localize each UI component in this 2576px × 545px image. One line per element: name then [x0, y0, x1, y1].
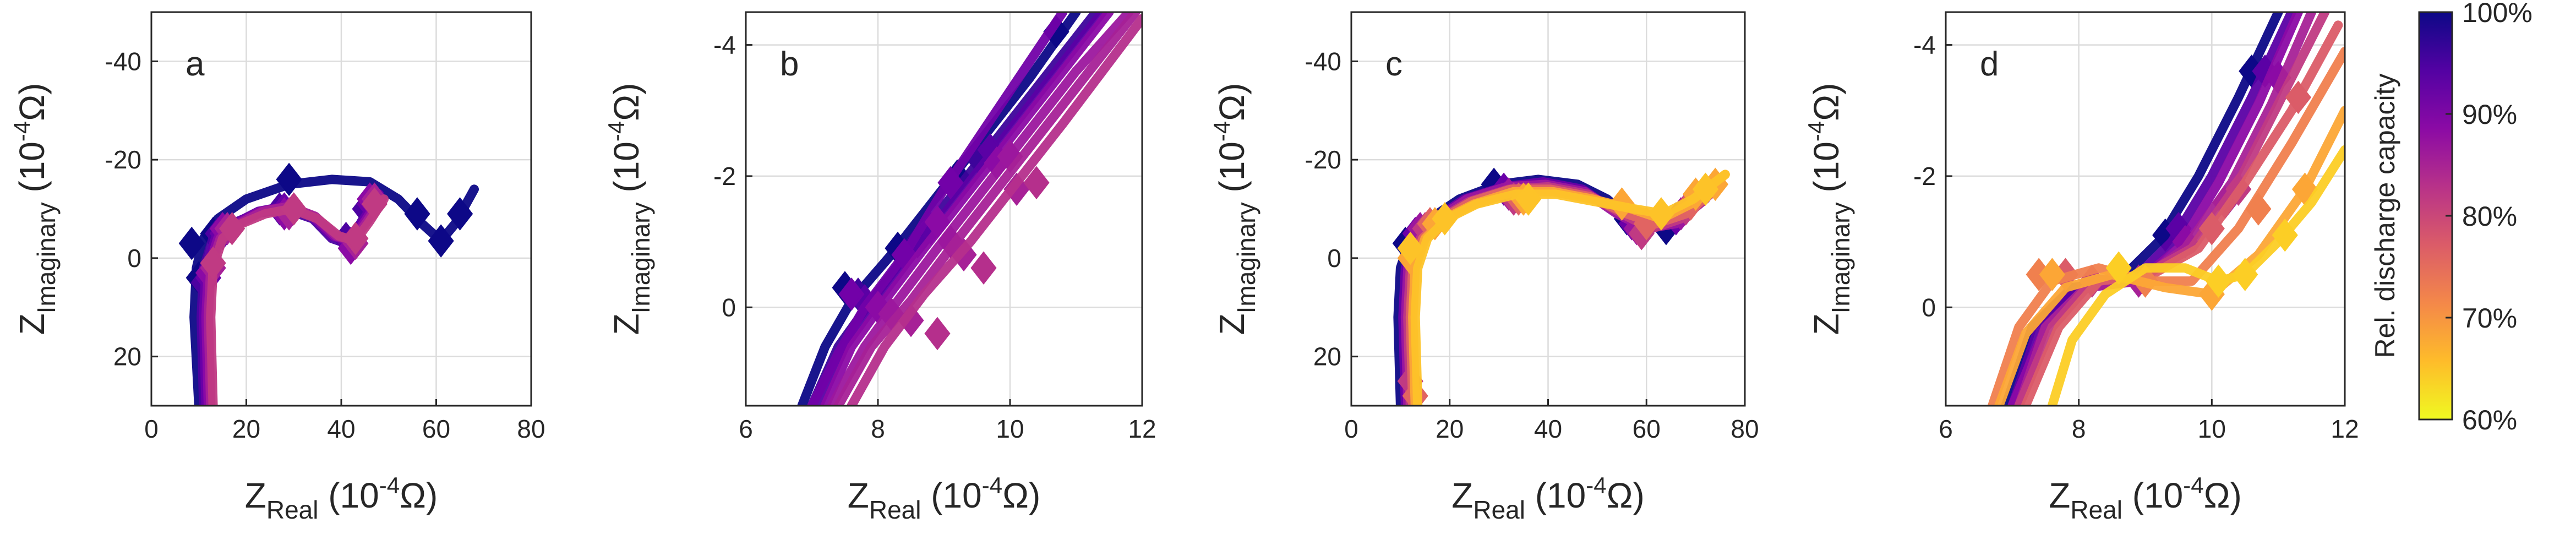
- panel-letter: b: [780, 45, 799, 83]
- y-tick-label: -40: [105, 47, 141, 75]
- series-line-91: [807, 12, 1068, 406]
- y-tick-label: 20: [113, 342, 141, 371]
- y-axis-label: ZImaginary (10-4Ω): [1803, 83, 1855, 335]
- x-tick-label: 6: [1939, 415, 1953, 443]
- y-axis-label: ZImaginary (10-4Ω): [9, 83, 61, 335]
- series-line-86: [827, 12, 1134, 406]
- panel-b: 6 8 10 12 -4 -2 0 b ZReal (10-4Ω) ZImaginary (10-…: [603, 11, 1156, 524]
- series-marker: [2205, 264, 2232, 298]
- x-tick-label: 20: [1436, 415, 1464, 443]
- y-tick-label: -20: [1305, 145, 1341, 174]
- x-axis-label: ZReal (10-4Ω): [848, 472, 1041, 524]
- series-line-84: [833, 12, 1140, 406]
- series-marker: [2245, 192, 2272, 226]
- series-marker: [276, 162, 302, 197]
- y-axis-label: ZImaginary (10-4Ω): [1209, 83, 1260, 335]
- x-tick-label: 8: [871, 415, 885, 443]
- y-tick-label: -4: [1913, 31, 1936, 59]
- x-axis-label: ZReal (10-4Ω): [1451, 472, 1645, 524]
- series-marker: [404, 197, 430, 231]
- series-marker: [2105, 251, 2132, 285]
- panel-letter: d: [1980, 45, 1999, 83]
- x-tick-label: 80: [517, 415, 545, 443]
- series-line-76: [2021, 20, 2343, 406]
- y-tick-label: -4: [713, 31, 736, 59]
- series-marker: [1692, 172, 1719, 206]
- series-marker: [2039, 258, 2065, 291]
- x-tick-label: 10: [2198, 415, 2226, 443]
- series-line-62: [2047, 145, 2345, 406]
- x-tick-label: 6: [739, 415, 753, 443]
- series-marker: [200, 246, 226, 280]
- series-marker: [428, 224, 454, 258]
- panel-letter: a: [185, 45, 205, 83]
- y-tick-label: -2: [1913, 162, 1936, 190]
- series-marker: [281, 192, 307, 226]
- x-tick-label: 0: [144, 415, 159, 443]
- x-tick-label: 80: [1731, 415, 1759, 443]
- y-axis-label: ZImaginary (10-4Ω): [603, 83, 655, 335]
- colorbar-tick-label: 80%: [2462, 201, 2517, 232]
- colorbar: 100% 90% 80% 70% 60% Rel. discharge capacity: [2370, 0, 2533, 435]
- series-marker: [361, 187, 388, 221]
- colorbar-tick-label: 60%: [2462, 405, 2517, 435]
- y-tick-label: 0: [1327, 244, 1341, 272]
- series-group: [797, 12, 1142, 406]
- colorbar-tick-label: 100%: [2462, 0, 2533, 28]
- panel-letter: c: [1385, 45, 1402, 83]
- series-marker: [1397, 231, 1423, 265]
- x-tick-label: 10: [996, 415, 1024, 443]
- y-tick-label: -40: [1305, 47, 1341, 75]
- series-marker: [178, 226, 205, 260]
- colorbar-tick-label: 90%: [2462, 99, 2517, 130]
- series-marker: [1648, 197, 1674, 231]
- y-tick-label: -20: [105, 145, 141, 174]
- colorbar-tick-label: 70%: [2462, 303, 2517, 334]
- y-tick-label: 0: [127, 244, 141, 272]
- x-axis-label: ZReal (10-4Ω): [245, 472, 438, 524]
- panel-d: 6 8 10 12 -4 -2 0 d ZReal (10-4Ω) ZImaginary (10-…: [1803, 11, 2359, 524]
- series-marker: [342, 221, 369, 255]
- y-tick-label: 0: [722, 293, 736, 321]
- series-line-100: [797, 12, 1081, 406]
- series-marker: [1432, 202, 1458, 236]
- series-marker: [1023, 166, 1050, 200]
- x-tick-label: 12: [1128, 415, 1156, 443]
- x-tick-label: 8: [2072, 415, 2086, 443]
- series-group: [178, 162, 479, 406]
- y-tick-label: 0: [1922, 293, 1936, 321]
- x-tick-label: 60: [1633, 415, 1661, 443]
- x-tick-label: 40: [1534, 415, 1562, 443]
- series-marker: [2232, 258, 2258, 291]
- x-tick-label: 60: [422, 415, 450, 443]
- panel-c: 0 20 40 60 80 -40 -20 0 20 c ZReal (10-4Ω) ZImagina…: [1209, 11, 1759, 524]
- series-marker: [2272, 218, 2298, 252]
- y-tick-label: 20: [1313, 342, 1341, 371]
- x-axis-label: ZReal (10-4Ω): [2049, 472, 2242, 524]
- series-marker: [970, 251, 997, 285]
- colorbar-title: Rel. discharge capacity: [2370, 74, 2400, 358]
- panel-a: 0 20 40 60 80 -40 -20 0 20 a ZReal (10-4Ω) ZImagina…: [9, 11, 545, 524]
- series-marker: [2198, 211, 2225, 246]
- axes-box: [1945, 11, 2346, 407]
- series-group: [1988, 12, 2345, 406]
- series-line-68: [1994, 106, 2345, 406]
- series-marker: [447, 197, 473, 231]
- series-marker: [219, 211, 245, 246]
- series-marker: [924, 317, 951, 351]
- series-group: [1392, 167, 1730, 406]
- series-marker: [838, 277, 865, 311]
- series-line-82: [847, 14, 1142, 406]
- series-marker: [924, 205, 951, 239]
- axes-box: [745, 11, 1143, 407]
- series-marker: [2285, 80, 2312, 115]
- series-marker: [937, 166, 964, 200]
- x-tick-label: 12: [2331, 415, 2359, 443]
- x-tick-label: 40: [327, 415, 355, 443]
- series-marker: [1515, 182, 1542, 216]
- y-tick-label: -2: [713, 162, 736, 190]
- x-tick-label: 0: [1344, 415, 1358, 443]
- x-tick-label: 20: [232, 415, 260, 443]
